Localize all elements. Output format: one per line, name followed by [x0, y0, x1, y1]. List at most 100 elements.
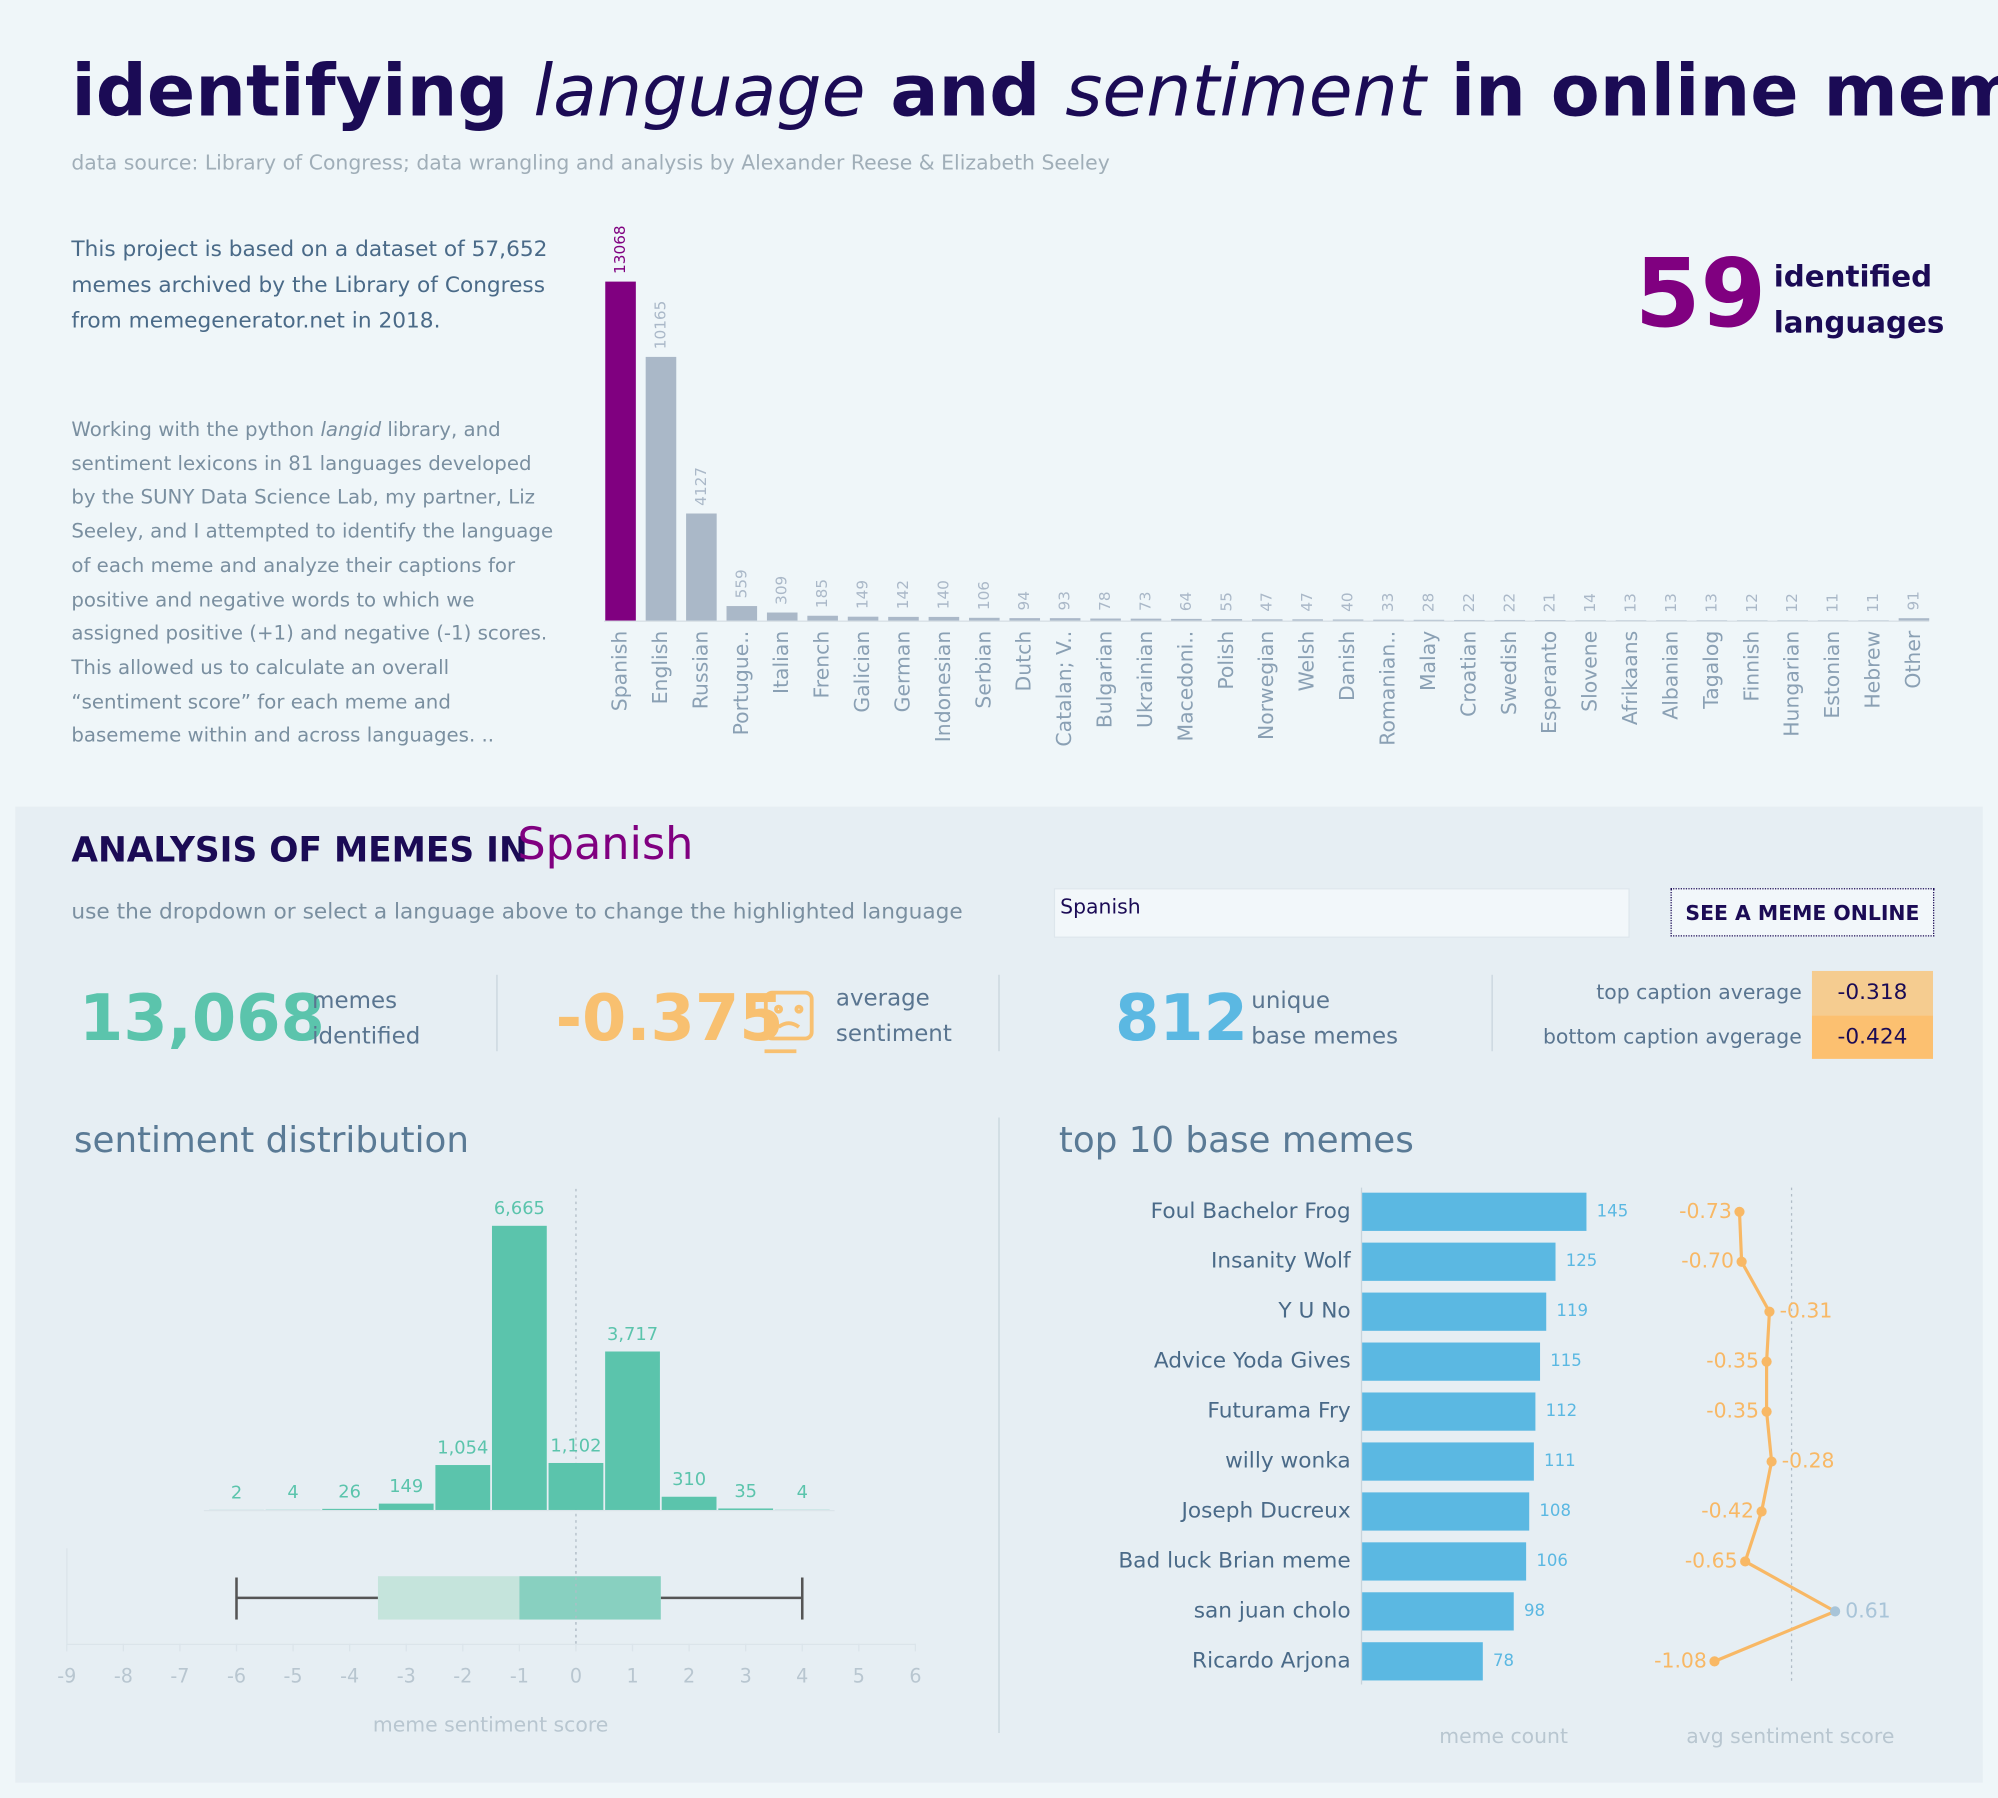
value-label: -1.08	[1654, 1648, 1707, 1672]
value-label: -0.65	[1685, 1548, 1738, 1572]
value-label: 140	[934, 580, 952, 609]
category-label: Advice Yoda Gives	[1154, 1349, 1351, 1374]
text: library, and sentiment lexicons in 81 la…	[71, 417, 554, 748]
meme-button[interactable]: SEE A MEME ONLINE	[1670, 888, 1935, 937]
point	[1740, 1556, 1751, 1567]
category-label: Joseph Ducreux	[1179, 1498, 1350, 1523]
category-label: Bad luck Brian meme	[1118, 1548, 1350, 1573]
value-label: 13068	[611, 225, 629, 274]
category-label: Finnish	[1739, 631, 1763, 702]
bar	[491, 1225, 547, 1510]
category-label: willy wonka	[1225, 1449, 1351, 1474]
bar	[888, 616, 919, 621]
value-label: 185	[813, 579, 831, 608]
bar	[1130, 618, 1162, 621]
bar	[661, 1496, 717, 1510]
x-tick-label: -8	[114, 1664, 133, 1687]
kpi-label: unique base memes	[1251, 984, 1398, 1055]
title: identifying language and sentiment in on…	[71, 49, 1998, 132]
text: identified	[312, 1023, 421, 1050]
bar	[1090, 618, 1121, 621]
x-tick-label: -9	[57, 1664, 76, 1687]
text: memes	[312, 987, 398, 1015]
value-label: 4	[797, 1482, 808, 1503]
bar	[1362, 1342, 1541, 1381]
value-label: 1,054	[437, 1437, 488, 1458]
category-label: Serbian	[971, 631, 995, 709]
category-label: san juan cholo	[1194, 1598, 1351, 1623]
bar	[686, 513, 717, 621]
value-label: 21	[1541, 593, 1559, 612]
title-part: and	[890, 49, 1040, 132]
value-label: 73	[1136, 592, 1154, 611]
bar	[605, 1351, 660, 1510]
text: languages	[1773, 307, 1945, 341]
x-tick-label: -3	[397, 1664, 416, 1687]
value-label: 40	[1339, 592, 1357, 611]
bar	[1171, 618, 1202, 621]
x-tick-label: -2	[453, 1664, 472, 1687]
category-label: Malay	[1416, 631, 1440, 691]
value-label: 3,717	[607, 1324, 658, 1345]
category-label: Swedish	[1497, 631, 1521, 715]
x-tick-label: 2	[683, 1664, 695, 1687]
sentiment-icon	[763, 990, 814, 1054]
value-label: 119	[1556, 1301, 1588, 1320]
x-tick-label: -4	[340, 1664, 359, 1687]
bar	[726, 606, 758, 621]
category-label: Tagalog	[1699, 631, 1723, 710]
bar	[1292, 619, 1323, 621]
value-label: 149	[389, 1476, 423, 1497]
category-label: Hungarian	[1780, 631, 1804, 737]
intro-paragraph: This project is based on a dataset of 57…	[71, 237, 548, 334]
value-label: 2	[231, 1482, 242, 1503]
value-label: 22	[1460, 593, 1478, 612]
value-label: 111	[1544, 1451, 1576, 1470]
value-label: 47	[1258, 592, 1276, 611]
x-tick-label: 4	[796, 1664, 808, 1687]
caption-label: top caption average	[1596, 979, 1802, 1005]
category-label: Catalan; V..	[1052, 631, 1076, 747]
bar	[322, 1508, 378, 1510]
bar	[605, 281, 636, 621]
title-part: sentiment	[1065, 49, 1429, 132]
value-label: 33	[1379, 593, 1397, 612]
section-heading: ANALYSIS OF MEMES IN	[71, 830, 528, 871]
value-label: 78	[1493, 1651, 1514, 1670]
value-label: 115	[1550, 1351, 1582, 1370]
value-label: -0.28	[1782, 1449, 1835, 1473]
bar	[1898, 618, 1930, 621]
x-tick-label: -6	[227, 1664, 246, 1687]
bar	[928, 616, 960, 621]
value-label: 91	[1904, 591, 1922, 610]
language-dropdown[interactable]: Spanish	[1053, 888, 1630, 938]
value-label: 12	[1783, 593, 1801, 612]
value-label: 145	[1597, 1201, 1629, 1220]
kpi-value: 812	[1114, 981, 1248, 1056]
category-label: Welsh	[1295, 631, 1319, 692]
text: average	[835, 984, 930, 1012]
category-label: Spanish	[608, 631, 632, 711]
category-label: Dutch	[1012, 631, 1036, 692]
caption-label: bottom caption avgerage	[1542, 1024, 1802, 1049]
kpi-value: 59	[1634, 239, 1767, 350]
value-label: 1,102	[550, 1435, 601, 1456]
bar	[1049, 618, 1081, 621]
category-label: Norwegian	[1254, 631, 1278, 740]
bar	[378, 1503, 434, 1510]
category-label: Foul Bachelor Frog	[1151, 1199, 1351, 1224]
value-label: 13	[1702, 593, 1720, 612]
value-label: 0.61	[1845, 1598, 1890, 1622]
value-label: 108	[1539, 1501, 1571, 1520]
value-label: 14	[1581, 593, 1599, 612]
x-tick-label: -7	[170, 1664, 189, 1687]
point	[1756, 1506, 1767, 1517]
value-label: -0.35	[1706, 1399, 1759, 1423]
category-label: Futurama Fry	[1207, 1399, 1350, 1424]
value-label: 47	[1298, 592, 1316, 611]
value-label: 94	[1015, 591, 1033, 610]
caption-value: -0.318	[1811, 970, 1934, 1016]
value-label: 112	[1546, 1401, 1578, 1420]
